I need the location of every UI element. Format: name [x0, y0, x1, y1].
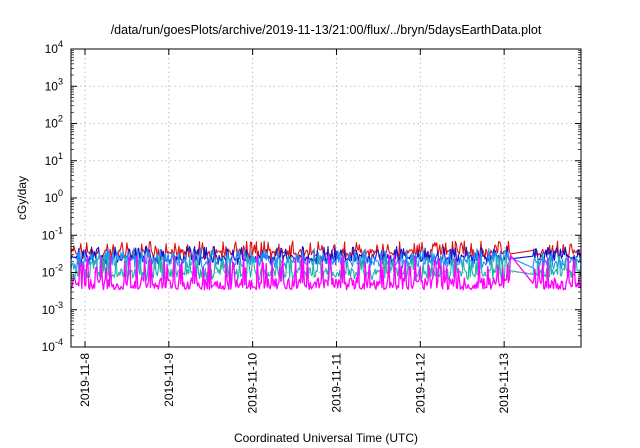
- y-tick-label: 103: [45, 76, 63, 93]
- x-tick-label: 2019-11-10: [246, 353, 260, 414]
- series-line: [70, 254, 582, 291]
- grid: [71, 49, 581, 347]
- x-tick-label: 2019-11-8: [78, 353, 92, 407]
- y-tick-label: 104: [45, 39, 63, 56]
- x-tick-label: 2019-11-11: [329, 353, 343, 413]
- x-axis: 2019-11-8 2019-11-9 2019-11-10 2019-11-11 20…: [78, 49, 511, 414]
- y-axis: 104 103 102 101 100 10-1 10-2 10-3 10-4: [42, 39, 581, 354]
- y-tick-label: 100: [45, 188, 63, 205]
- data-series: [70, 240, 582, 291]
- chart-title: /data/run/goesPlots/archive/2019-11-13/2…: [111, 23, 542, 37]
- y-tick-label: 101: [45, 151, 63, 168]
- y-tick-label: 10-4: [42, 337, 63, 354]
- y-tick-label: 10-1: [42, 225, 63, 242]
- x-tick-label: 2019-11-13: [497, 353, 511, 414]
- y-tick-label: 10-2: [42, 263, 63, 280]
- x-axis-label: Coordinated Universal Time (UTC): [234, 431, 418, 445]
- y-axis-label: cGy/day: [15, 176, 29, 220]
- x-tick-label: 2019-11-9: [162, 353, 176, 407]
- y-tick-label: 10-3: [42, 300, 63, 317]
- y-tick-label: 102: [45, 114, 63, 131]
- x-tick-label: 2019-11-12: [413, 353, 427, 414]
